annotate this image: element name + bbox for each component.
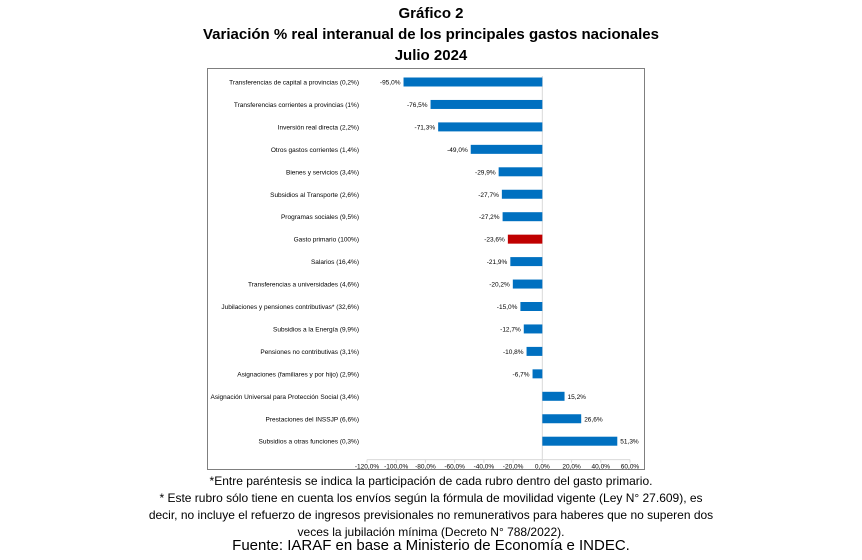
- bar: [542, 436, 618, 446]
- bar: [542, 414, 582, 424]
- data-label: -71,3%: [415, 124, 436, 131]
- data-label: 15,2%: [568, 394, 587, 401]
- category-label: Transferencias corrientes a provincias (…: [234, 102, 359, 109]
- bar: [501, 189, 543, 199]
- data-label: -27,2%: [479, 214, 500, 221]
- chart-title: Variación % real interanual de los princ…: [202, 26, 659, 43]
- category-label: Subsidios al Transporte (2,6%): [270, 192, 359, 199]
- category-label: Subsidios a la Energía (9,9%): [273, 326, 359, 333]
- data-label: -23,6%: [484, 237, 505, 244]
- data-label: -12,7%: [500, 326, 521, 333]
- x-tick-label: -60,0%: [444, 464, 465, 471]
- data-label: -76,5%: [407, 102, 428, 109]
- bar: [532, 369, 543, 379]
- bar: [498, 167, 543, 177]
- footnotes: *Entre paréntesis se indica la participa…: [0, 473, 862, 541]
- chart-title-block: Gráfico 2 Variación % real interanual de…: [0, 0, 862, 66]
- bar: [526, 346, 543, 356]
- category-label: Gasto primario (100%): [294, 237, 359, 244]
- bar: [403, 77, 543, 87]
- data-label: -29,9%: [475, 169, 496, 176]
- category-label: Otros gastos corrientes (1,4%): [271, 147, 359, 154]
- bar: [507, 234, 543, 244]
- bar-chart: Transferencias de capital a provincias (…: [211, 76, 640, 471]
- data-label: -20,2%: [489, 282, 510, 289]
- category-label: Prestaciones del INSSJP (6,6%): [266, 416, 359, 423]
- category-label: Salarios (16,4%): [311, 259, 359, 266]
- footnote-2: * Este rubro sólo tiene en cuenta los en…: [159, 491, 703, 505]
- footnote-4: veces la jubilación mínima (Decreto N° 7…: [297, 525, 565, 539]
- x-tick-label: 0,0%: [535, 464, 550, 471]
- bar: [470, 144, 543, 154]
- data-label: -15,0%: [497, 304, 518, 311]
- data-label: -21,9%: [487, 259, 508, 266]
- bar: [510, 257, 543, 267]
- bar: [430, 99, 543, 109]
- category-label: Asignaciones (familiares y por hijo) (2,…: [237, 371, 359, 378]
- data-label: -49,0%: [447, 147, 468, 154]
- x-tick-label: 20,0%: [562, 464, 581, 471]
- category-label: Inversión real directa (2,2%): [278, 124, 359, 131]
- bar: [512, 279, 543, 289]
- x-tick-label: -120,0%: [355, 464, 379, 471]
- bar: [542, 391, 565, 401]
- footnote-3: decir, no incluye el refuerzo de ingreso…: [148, 508, 714, 522]
- data-label: -6,7%: [513, 371, 530, 378]
- x-tick-label: 60,0%: [621, 464, 640, 471]
- category-label: Transferencias a universidades (4,6%): [248, 282, 359, 289]
- data-label: -10,8%: [503, 349, 524, 356]
- chart-period: Julio 2024: [394, 47, 468, 64]
- bar: [502, 212, 543, 222]
- x-tick-label: -20,0%: [503, 464, 524, 471]
- data-label: -27,7%: [478, 192, 499, 199]
- category-label: Jubilaciones y pensiones contributivas* …: [221, 304, 359, 311]
- category-label: Pensiones no contributivas (3,1%): [260, 349, 359, 356]
- category-label: Asignación Universal para Protección Soc…: [211, 394, 360, 401]
- data-label: 26,6%: [584, 416, 603, 423]
- category-label: Programas sociales (9,5%): [281, 214, 359, 221]
- chart-frame: [207, 68, 645, 470]
- chart-number: Gráfico 2: [398, 5, 464, 22]
- category-label: Transferencias de capital a provincias (…: [229, 80, 359, 87]
- bar: [438, 122, 543, 132]
- x-tick-label: 40,0%: [592, 464, 611, 471]
- category-label: Bienes y servicios (3,4%): [286, 169, 359, 176]
- category-label: Subsidios a otras funciones (0,3%): [259, 439, 359, 446]
- x-tick-label: -100,0%: [384, 464, 408, 471]
- x-tick-label: -80,0%: [415, 464, 436, 471]
- data-label: 51,3%: [620, 439, 639, 446]
- footnote-1: *Entre paréntesis se indica la participa…: [209, 474, 653, 488]
- x-tick-label: -40,0%: [474, 464, 495, 471]
- source-note: Fuente: IARAF en base a Ministerio de Ec…: [232, 537, 630, 554]
- data-label: -95,0%: [380, 80, 401, 87]
- bar: [523, 324, 543, 334]
- bar: [520, 302, 543, 311]
